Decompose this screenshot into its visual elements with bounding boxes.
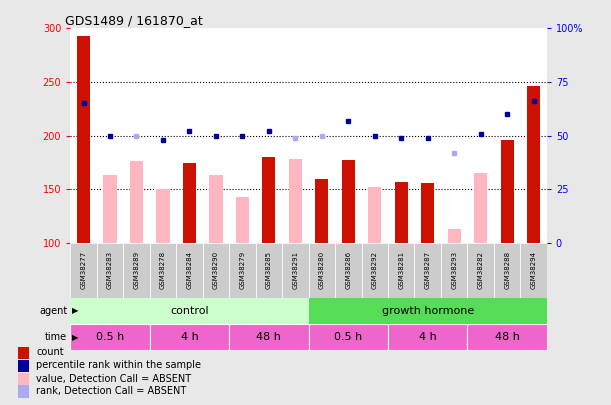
Bar (447, 229, 461, 243)
Text: time: time (45, 332, 67, 342)
Text: rank, Detection Call = ABSENT: rank, Detection Call = ABSENT (36, 386, 186, 396)
Text: 0.5 h: 0.5 h (334, 332, 362, 342)
Bar (362, 243, 388, 298)
Text: GSM38278: GSM38278 (160, 251, 166, 289)
Bar (18, 373, 29, 385)
Bar (18, 386, 29, 398)
Text: percentile rank within the sample: percentile rank within the sample (36, 360, 201, 371)
Bar (18, 360, 29, 372)
Bar (176, 243, 203, 298)
Bar (467, 243, 494, 298)
Text: growth hormone: growth hormone (382, 306, 474, 316)
Bar (255, 243, 282, 298)
Text: count: count (36, 347, 64, 357)
Text: GSM38281: GSM38281 (398, 251, 404, 289)
Text: GSM38287: GSM38287 (425, 251, 431, 289)
Text: GSM38277: GSM38277 (81, 251, 87, 289)
Text: GSM38283: GSM38283 (107, 251, 113, 289)
Text: ▶: ▶ (71, 306, 78, 315)
Bar (309, 324, 388, 350)
Bar (289, 159, 302, 243)
Text: GSM38285: GSM38285 (266, 251, 272, 289)
Bar (130, 162, 143, 243)
Bar (229, 243, 255, 298)
Text: ▶: ▶ (71, 333, 78, 342)
Text: GSM38292: GSM38292 (371, 251, 378, 289)
Bar (150, 324, 229, 350)
Text: GSM38293: GSM38293 (451, 251, 457, 289)
Bar (342, 160, 355, 243)
Bar (309, 243, 335, 298)
Bar (388, 243, 414, 298)
Bar (70, 243, 97, 298)
Bar (500, 140, 514, 243)
Text: 48 h: 48 h (495, 332, 519, 342)
Text: GSM38291: GSM38291 (292, 251, 298, 289)
Text: 4 h: 4 h (419, 332, 437, 342)
Bar (70, 298, 309, 324)
Text: GSM38288: GSM38288 (504, 251, 510, 289)
Bar (156, 190, 170, 243)
Bar (309, 298, 547, 324)
Bar (467, 324, 547, 350)
Text: GSM38294: GSM38294 (530, 251, 536, 289)
Bar (521, 243, 547, 298)
Text: GDS1489 / 161870_at: GDS1489 / 161870_at (65, 14, 203, 27)
Text: value, Detection Call = ABSENT: value, Detection Call = ABSENT (36, 373, 191, 384)
Text: 48 h: 48 h (257, 332, 281, 342)
Bar (209, 175, 222, 243)
Text: GSM38289: GSM38289 (133, 251, 139, 289)
Bar (474, 173, 488, 243)
Bar (441, 243, 467, 298)
Bar (315, 179, 329, 243)
Bar (229, 324, 309, 350)
Bar (77, 36, 90, 243)
Text: GSM38280: GSM38280 (319, 251, 325, 289)
Bar (395, 182, 408, 243)
Bar (414, 243, 441, 298)
Text: 0.5 h: 0.5 h (96, 332, 124, 342)
Bar (18, 347, 29, 359)
Text: control: control (170, 306, 209, 316)
Bar (103, 175, 117, 243)
Text: GSM38286: GSM38286 (345, 251, 351, 289)
Bar (368, 187, 381, 243)
Bar (282, 243, 309, 298)
Text: 4 h: 4 h (180, 332, 199, 342)
Bar (335, 243, 362, 298)
Bar (97, 243, 123, 298)
Text: agent: agent (39, 306, 67, 316)
Bar (388, 324, 467, 350)
Bar (494, 243, 521, 298)
Bar (203, 243, 229, 298)
Bar (183, 162, 196, 243)
Bar (70, 324, 150, 350)
Text: GSM38282: GSM38282 (478, 251, 484, 289)
Text: GSM38279: GSM38279 (240, 251, 246, 289)
Bar (123, 243, 150, 298)
Text: GSM38290: GSM38290 (213, 251, 219, 289)
Bar (421, 183, 434, 243)
Text: GSM38284: GSM38284 (186, 251, 192, 289)
Bar (262, 157, 276, 243)
Bar (527, 86, 540, 243)
Bar (150, 243, 176, 298)
Bar (236, 197, 249, 243)
